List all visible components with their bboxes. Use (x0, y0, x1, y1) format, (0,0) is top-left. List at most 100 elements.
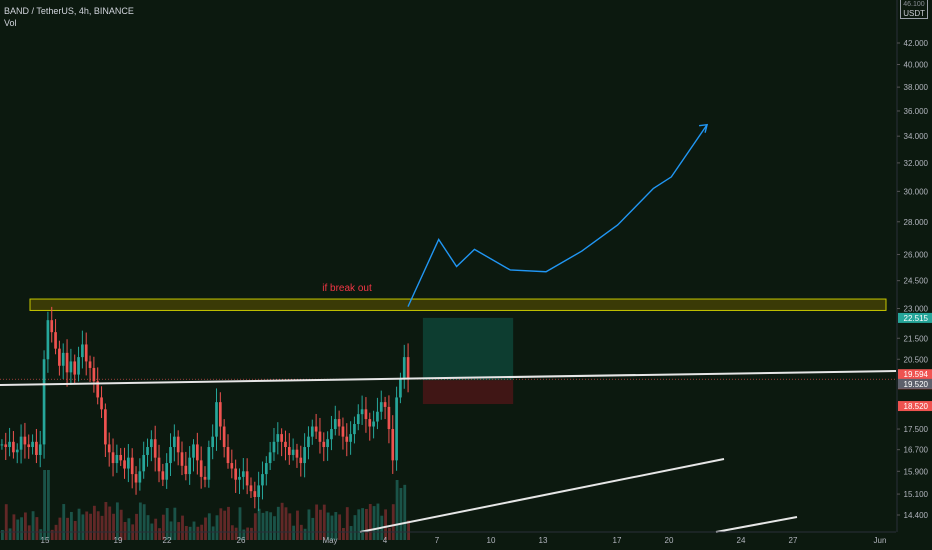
volume-bar (253, 513, 257, 540)
candle-body (115, 454, 119, 464)
candle-body (211, 436, 215, 448)
candle-body (353, 424, 356, 435)
candle-body (307, 436, 310, 448)
candle-body (383, 402, 387, 407)
candle-body (241, 471, 245, 477)
volume-bar (234, 527, 238, 540)
time-tick-label: 26 (237, 536, 246, 545)
volume-bar (135, 513, 138, 540)
candle-body (322, 441, 326, 448)
candle-body (218, 402, 222, 427)
candle-body (234, 468, 237, 480)
candle-body (42, 359, 46, 445)
candle-body (169, 447, 172, 464)
candle-body (27, 444, 31, 448)
candle-body (12, 441, 15, 453)
candle-body (395, 397, 398, 461)
volume-bar (345, 507, 349, 540)
volume-bar (188, 526, 192, 540)
volume-bar (361, 508, 365, 540)
volume-bar (338, 514, 342, 540)
time-tick-label: Jun (874, 536, 887, 545)
candle-body (192, 444, 195, 458)
time-tick-label: 19 (114, 536, 123, 545)
volume-bar (169, 521, 173, 540)
time-tick-label: 10 (487, 536, 496, 545)
volume-bar (219, 508, 223, 540)
volume-bar (372, 506, 376, 540)
volume-bar (43, 470, 46, 540)
time-tick-label: 27 (789, 536, 798, 545)
candle-body (199, 460, 203, 477)
candle-body (257, 485, 260, 497)
price-axis: 42.000 40.000 38.000 36.000 34.000 32.000 30.0… (897, 39, 929, 520)
volume-bar (66, 517, 69, 540)
candle-body (100, 397, 103, 410)
volume-bar (100, 515, 104, 540)
volume-bar (16, 519, 20, 540)
candle-body (54, 332, 57, 349)
candle-body (111, 452, 115, 464)
candle-body (280, 434, 283, 442)
price-tick-label: 20.500 (904, 355, 929, 364)
candle-body (249, 485, 253, 492)
candle-body (360, 409, 364, 415)
volume-label: Vol (4, 18, 17, 28)
volume-bar (365, 508, 368, 540)
volume-bar (85, 511, 89, 540)
volume-bar (73, 520, 77, 540)
candle-body (123, 460, 126, 469)
volume-bar (20, 517, 23, 540)
volume-bar (196, 526, 200, 540)
candle-body (50, 320, 54, 333)
volume-bar (368, 504, 372, 540)
candle-body (284, 441, 287, 448)
volume-bar (127, 518, 131, 540)
price-label-bg (898, 369, 932, 380)
horizontal-trendline (0, 370, 897, 386)
volume-bar (273, 516, 276, 540)
time-axis: 15 19 22 26 May 4 7 10 13 17 20 24 27 Jun (41, 536, 887, 545)
candle-body (188, 457, 192, 475)
volume-bar (207, 513, 211, 540)
volume-bar (276, 506, 280, 540)
volume-bar (391, 504, 395, 540)
candle-body (146, 447, 149, 455)
volume-bar (303, 528, 307, 540)
candle-body (184, 465, 188, 475)
currency-label: USDT (903, 9, 925, 18)
candle-body (130, 457, 134, 475)
candle-body (8, 441, 11, 448)
volume-bar (1, 530, 4, 540)
candle-body (364, 409, 368, 420)
volume-bar (211, 526, 215, 540)
volume-bar (123, 522, 127, 540)
candle-body (46, 320, 50, 360)
candle-body (173, 436, 176, 448)
price-axis-background (897, 0, 932, 550)
candle-body (368, 419, 372, 427)
candle-body (356, 414, 360, 425)
candle-body (399, 379, 402, 398)
rising-trendline-lower (715, 516, 798, 533)
candle-body (318, 431, 322, 442)
volume-bar (4, 504, 8, 540)
volume-bar (8, 528, 12, 540)
volume-bar (384, 509, 388, 540)
stop-box (422, 380, 514, 405)
candle-body (215, 402, 218, 437)
time-tick-label: 24 (737, 536, 746, 545)
candle-body (195, 444, 199, 461)
candle-body (314, 426, 318, 432)
candle-body (61, 352, 65, 366)
volume-bar (349, 526, 353, 540)
candle-body (310, 426, 314, 437)
volume-bar (230, 525, 234, 540)
candle-body (161, 471, 165, 480)
volume-bar (89, 513, 92, 540)
volume-bar (31, 511, 35, 540)
currency-badge: 46.100 USDT (900, 0, 928, 19)
volume-bar (284, 507, 288, 540)
price-tick-label: 17.500 (904, 425, 929, 434)
